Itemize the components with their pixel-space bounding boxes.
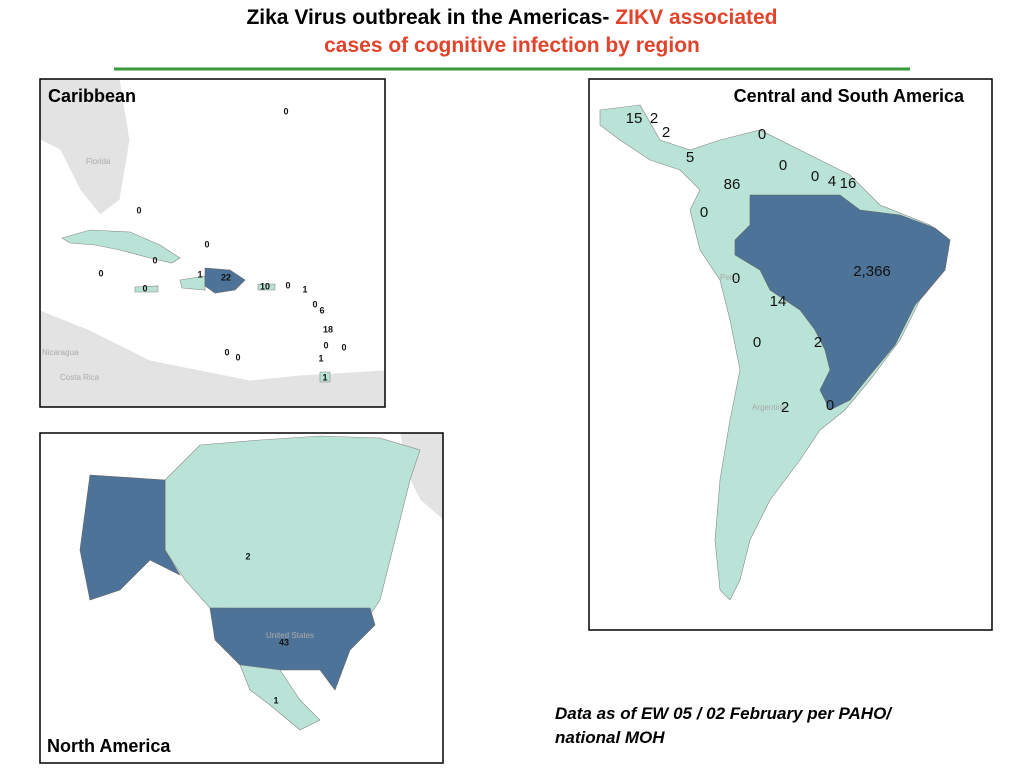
map-frame [39,432,444,764]
case-label: 0 [323,340,328,350]
case-label: 43 [279,637,289,647]
case-label: 14 [770,293,787,310]
region [179,275,206,291]
case-label: 0 [283,106,288,116]
case-label: 0 [98,268,103,278]
case-label: 1 [197,269,202,279]
north-america-labels: 2 43 1 [245,551,289,705]
region [239,664,321,731]
case-label: 6 [319,305,324,315]
title-highlight: cases of cognitive infection by region [324,34,700,57]
map-title: Central and South America [734,86,965,106]
case-label: 2 [650,110,658,127]
case-label: 0 [758,126,766,143]
case-label: 0 [224,347,229,357]
footnote: Data as of EW 05 / 02 February per PAHO/ [555,704,893,723]
case-label: 0 [235,352,240,362]
case-label: 0 [152,255,157,265]
case-label: 0 [341,342,346,352]
region [209,607,376,691]
region [599,104,951,601]
case-label: 0 [753,334,761,351]
map-frame [588,78,993,631]
case-label: 16 [840,175,857,192]
map-title: North America [47,736,171,756]
case-label: 0 [136,205,141,215]
region [319,371,331,383]
region [164,435,421,613]
map-title: Caribbean [48,86,136,106]
case-label: 2 [781,399,789,416]
case-label: 5 [686,149,694,166]
case-label: 0 [826,397,834,414]
case-label: 0 [732,270,740,287]
case-label: 0 [285,280,290,290]
case-label: 1 [322,372,327,382]
case-label: 1 [302,284,307,294]
region [134,285,159,293]
case-label: 0 [700,204,708,221]
case-label: 18 [323,324,333,334]
case-label: 0 [811,168,819,185]
case-label: 2 [662,124,670,141]
case-label: 15 [626,110,643,127]
land [40,309,385,407]
case-label: 0 [142,283,147,293]
case-label: 86 [724,176,741,193]
region [61,229,181,264]
slide-title: Zika Virus outbreak in the Americas- ZIK… [246,6,777,29]
case-label: 1 [318,353,323,363]
case-label: 2 [814,334,822,351]
case-label: 4 [828,173,836,190]
title-text: Zika Virus outbreak in the Americas- [246,6,609,29]
basemap-label: Florida [86,157,111,166]
caribbean-map: Florida Nicaragua Costa Rica [40,79,385,407]
region [257,283,276,291]
case-label: 1 [273,695,278,705]
basemap-label: Argentina [752,403,787,412]
basemap-label: United States [266,631,314,640]
caribbean-labels: 0 0 0 0 0 0 1 22 10 0 1 0 6 18 0 0 0 0 1… [98,106,346,382]
south-america-labels: 15 2 2 5 0 0 86 0 4 16 0 2,366 0 14 0 2 … [626,110,891,416]
footnote: national MOH [555,728,665,747]
basemap-label: Peru [720,273,737,282]
south-america-map: Peru Argentina [599,104,951,601]
case-label: 0 [779,157,787,174]
basemap-label: Costa Rica [60,373,100,382]
land [40,79,131,216]
north-america-map: United States [79,433,443,731]
case-label: 2 [245,551,250,561]
map-frame [39,78,386,408]
case-label: 10 [260,281,270,291]
case-label: 0 [312,299,317,309]
region [204,267,246,294]
region [734,194,951,411]
title-highlight: ZIKV associated [615,6,777,29]
basemap-label: Nicaragua [42,348,79,357]
case-label: 2,366 [853,263,891,280]
case-label: 0 [204,239,209,249]
case-label: 22 [221,272,231,282]
region [79,474,181,601]
